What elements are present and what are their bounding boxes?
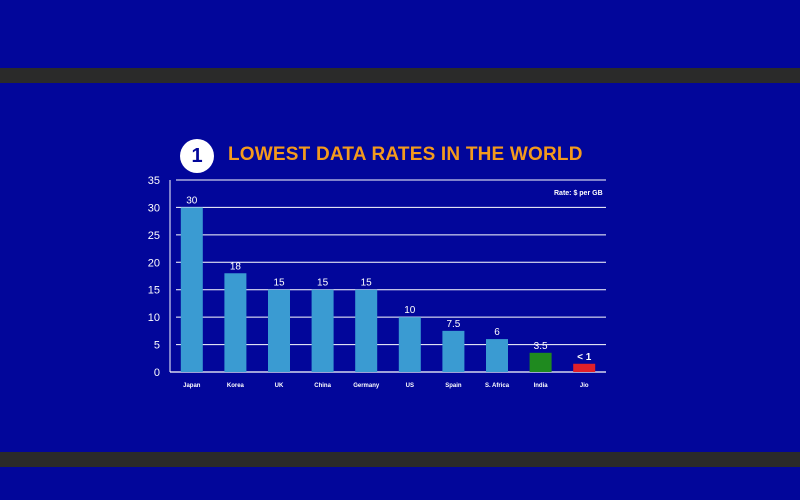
bar-korea — [224, 273, 247, 372]
y-tick-label: 20 — [148, 257, 160, 269]
x-tick-label: Jio — [580, 383, 589, 389]
bar-value-label: < 1 — [577, 352, 592, 363]
x-tick-label: S. Africa — [485, 383, 510, 389]
bar-jio — [573, 363, 596, 372]
y-tick-label: 10 — [148, 312, 160, 324]
bar-us — [398, 317, 421, 372]
bar-value-label: 7.5 — [446, 319, 460, 330]
bar-value-label: 18 — [230, 261, 242, 272]
number-badge: 1 — [180, 139, 214, 173]
bar-china — [311, 289, 334, 372]
x-tick-label: China — [314, 383, 331, 389]
unit-note: Rate: $ per GB — [554, 190, 603, 197]
y-tick-label: 15 — [148, 285, 160, 297]
bar-uk — [268, 289, 290, 372]
x-tick-label: Germany — [353, 383, 380, 389]
bar-japan — [180, 207, 203, 372]
bar-germany — [355, 289, 378, 372]
y-tick-label: 5 — [154, 340, 160, 352]
bar-india — [529, 352, 552, 372]
chart-title: LOWEST DATA RATES IN THE WORLD — [228, 144, 583, 165]
x-tick-label: UK — [275, 383, 284, 389]
y-tick-label: 25 — [148, 230, 160, 242]
y-tick-label: 35 — [148, 175, 160, 187]
x-tick-label: Spain — [445, 383, 462, 389]
x-tick-label: Japan — [183, 383, 201, 389]
x-tick-label: Korea — [227, 383, 245, 389]
y-tick-label: 30 — [148, 202, 160, 214]
bar-spain — [442, 330, 465, 372]
bar-value-label: 30 — [186, 195, 198, 206]
bar-value-label: 10 — [404, 305, 416, 316]
bar-value-label: 15 — [361, 278, 373, 289]
top-divider-strip — [0, 68, 800, 83]
y-tick-label: 0 — [154, 367, 160, 379]
x-tick-label: India — [534, 383, 549, 389]
bar-value-label: 3.5 — [534, 341, 548, 352]
bar-safrica — [486, 339, 508, 372]
bar-value-label: 15 — [273, 278, 285, 289]
bar-value-label: 6 — [494, 327, 500, 338]
x-tick-label: US — [406, 383, 414, 389]
bottom-divider-strip — [0, 452, 800, 467]
bar-value-label: 15 — [317, 278, 329, 289]
